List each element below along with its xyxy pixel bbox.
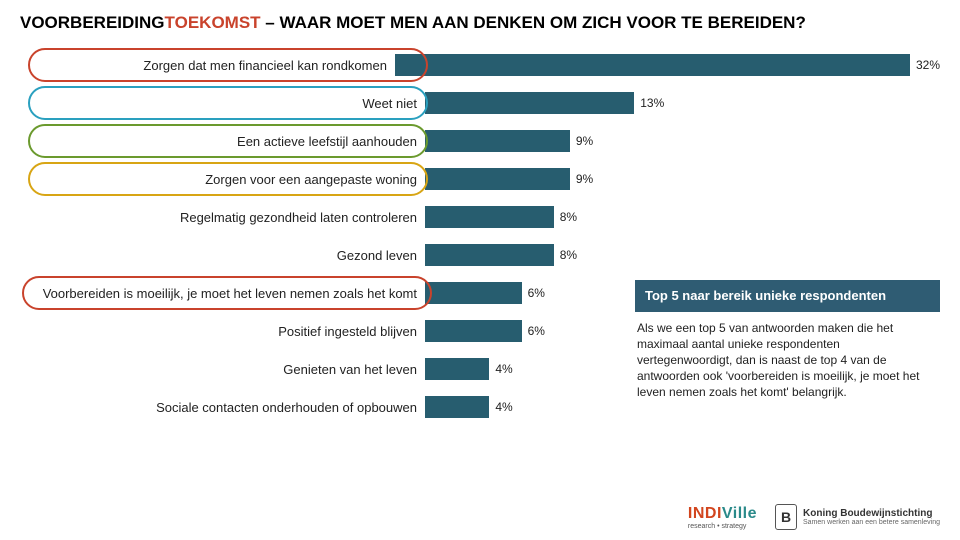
bar xyxy=(425,130,570,152)
kbs-line1: Koning Boudewijnstichting xyxy=(803,509,940,519)
bar-label: Voorbereiden is moeilijk, je moet het le… xyxy=(20,286,425,301)
bar-value: 9% xyxy=(576,134,593,148)
bar-label: Regelmatig gezondheid laten controleren xyxy=(20,210,425,225)
bar xyxy=(425,282,522,304)
bar-label: Positief ingesteld blijven xyxy=(20,324,425,339)
bar xyxy=(425,396,489,418)
chart-row: Regelmatig gezondheid laten controleren 8… xyxy=(20,203,940,231)
kbs-crest: B xyxy=(775,504,797,530)
bar-label: Sociale contacten onderhouden of opbouwe… xyxy=(20,400,425,415)
bar xyxy=(395,54,910,76)
bar-label: Een actieve leefstijl aanhouden xyxy=(20,134,425,149)
chart-row: Weet niet 13% xyxy=(20,89,940,117)
bar-label: Genieten van het leven xyxy=(20,362,425,377)
bar xyxy=(425,358,489,380)
bar-value: 8% xyxy=(560,248,577,262)
logo-kbs: B Koning Boudewijnstichting Samen werken… xyxy=(775,504,940,530)
bar-label: Gezond leven xyxy=(20,248,425,263)
bar-value: 13% xyxy=(640,96,664,110)
page-title: VOORBEREIDINGTOEKOMST – WAAR MOET MEN AA… xyxy=(20,12,940,33)
callout-box: Top 5 naar bereik unieke respondenten Al… xyxy=(635,280,940,400)
bar-value: 6% xyxy=(528,324,545,338)
title-part1: VOORBEREIDING xyxy=(20,13,165,32)
bar xyxy=(425,320,522,342)
bar-area: 9% xyxy=(425,127,940,155)
bar xyxy=(425,244,554,266)
bar-label: Weet niet xyxy=(20,96,425,111)
bar-value: 4% xyxy=(495,362,512,376)
callout-body: Als we een top 5 van antwoorden maken di… xyxy=(635,312,940,401)
title-part2: – WAAR MOET MEN AAN DENKEN OM ZICH VOOR … xyxy=(261,13,806,32)
chart-row: Gezond leven 8% xyxy=(20,241,940,269)
chart-row: Zorgen dat men financieel kan rondkomen 3… xyxy=(20,51,940,79)
chart-row: Zorgen voor een aangepaste woning 9% xyxy=(20,165,940,193)
bar-label: Zorgen voor een aangepaste woning xyxy=(20,172,425,187)
callout-title: Top 5 naar bereik unieke respondenten xyxy=(635,280,940,312)
logo-indiville: INDIVille research • strategy xyxy=(688,505,757,530)
bar-value: 9% xyxy=(576,172,593,186)
bar-value: 32% xyxy=(916,58,940,72)
bar-area: 32% xyxy=(395,51,940,79)
bar xyxy=(425,168,570,190)
title-highlight: TOEKOMST xyxy=(165,13,261,32)
bar-area: 8% xyxy=(425,241,940,269)
footer: INDIVille research • strategy B Koning B… xyxy=(688,504,940,530)
indiville-sub: research • strategy xyxy=(688,523,746,530)
bar-value: 6% xyxy=(528,286,545,300)
indiville-part2: Ville xyxy=(722,505,757,522)
bar-value: 4% xyxy=(495,400,512,414)
bar-area: 8% xyxy=(425,203,940,231)
bar-value: 8% xyxy=(560,210,577,224)
chart-row: Een actieve leefstijl aanhouden 9% xyxy=(20,127,940,155)
indiville-part1: INDI xyxy=(688,505,722,522)
bar-area: 13% xyxy=(425,89,940,117)
bar xyxy=(425,206,554,228)
bar-label: Zorgen dat men financieel kan rondkomen xyxy=(20,58,395,73)
bar xyxy=(425,92,634,114)
bar-area: 9% xyxy=(425,165,940,193)
kbs-line2: Samen werken aan een betere samenleving xyxy=(803,519,940,526)
